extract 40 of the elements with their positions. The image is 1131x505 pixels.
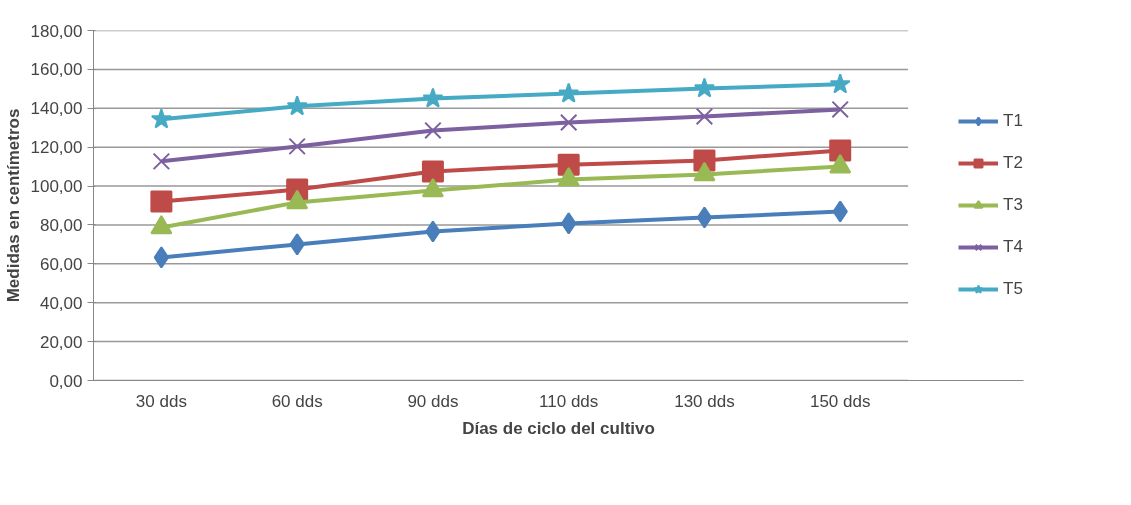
y-tick-label: 40,00 [39, 293, 83, 313]
x-axis-title: Días de ciclo del cultivo [462, 418, 655, 438]
point [831, 100, 849, 119]
point [286, 95, 308, 116]
y-tick-label: 120,00 [30, 138, 83, 158]
y-tick-label: 80,00 [39, 215, 83, 235]
x-tick-label: 150 dds [809, 391, 871, 411]
x-tick-label: 130 dds [674, 391, 735, 411]
point [695, 107, 714, 126]
legend-label: T4 [1003, 237, 1023, 257]
point [422, 87, 444, 108]
point [150, 108, 172, 129]
y-tick-label: 140,00 [30, 99, 83, 119]
point [559, 113, 578, 132]
point [153, 246, 170, 269]
x-tick-label: 90 dds [407, 391, 459, 411]
y-tick-label: 60,00 [39, 254, 83, 274]
legend-label: T1 [1003, 111, 1023, 131]
y-tick-label: 0,00 [49, 371, 83, 391]
x-tick-label: 110 dds [539, 391, 599, 411]
point [558, 82, 580, 103]
point [693, 77, 715, 98]
legend-label: T5 [1003, 279, 1023, 299]
point [150, 190, 173, 213]
y-tick-label: 20,00 [39, 332, 83, 352]
point [829, 139, 852, 162]
x-tick-label: 60 dds [271, 391, 323, 411]
point [152, 152, 171, 171]
y-tick-label: 100,00 [30, 177, 83, 197]
y-axis-title: Medidas en centímetros [3, 108, 23, 303]
point [421, 160, 444, 183]
point [696, 206, 713, 229]
y-tick-label: 180,00 [30, 21, 83, 41]
point [424, 121, 442, 140]
y-tick-label: 160,00 [30, 60, 83, 80]
point [829, 73, 851, 94]
x-tick-label: 30 dds [135, 391, 187, 411]
point [288, 137, 306, 156]
legend-label: T3 [1003, 195, 1023, 215]
legend-label: T2 [1003, 153, 1023, 173]
